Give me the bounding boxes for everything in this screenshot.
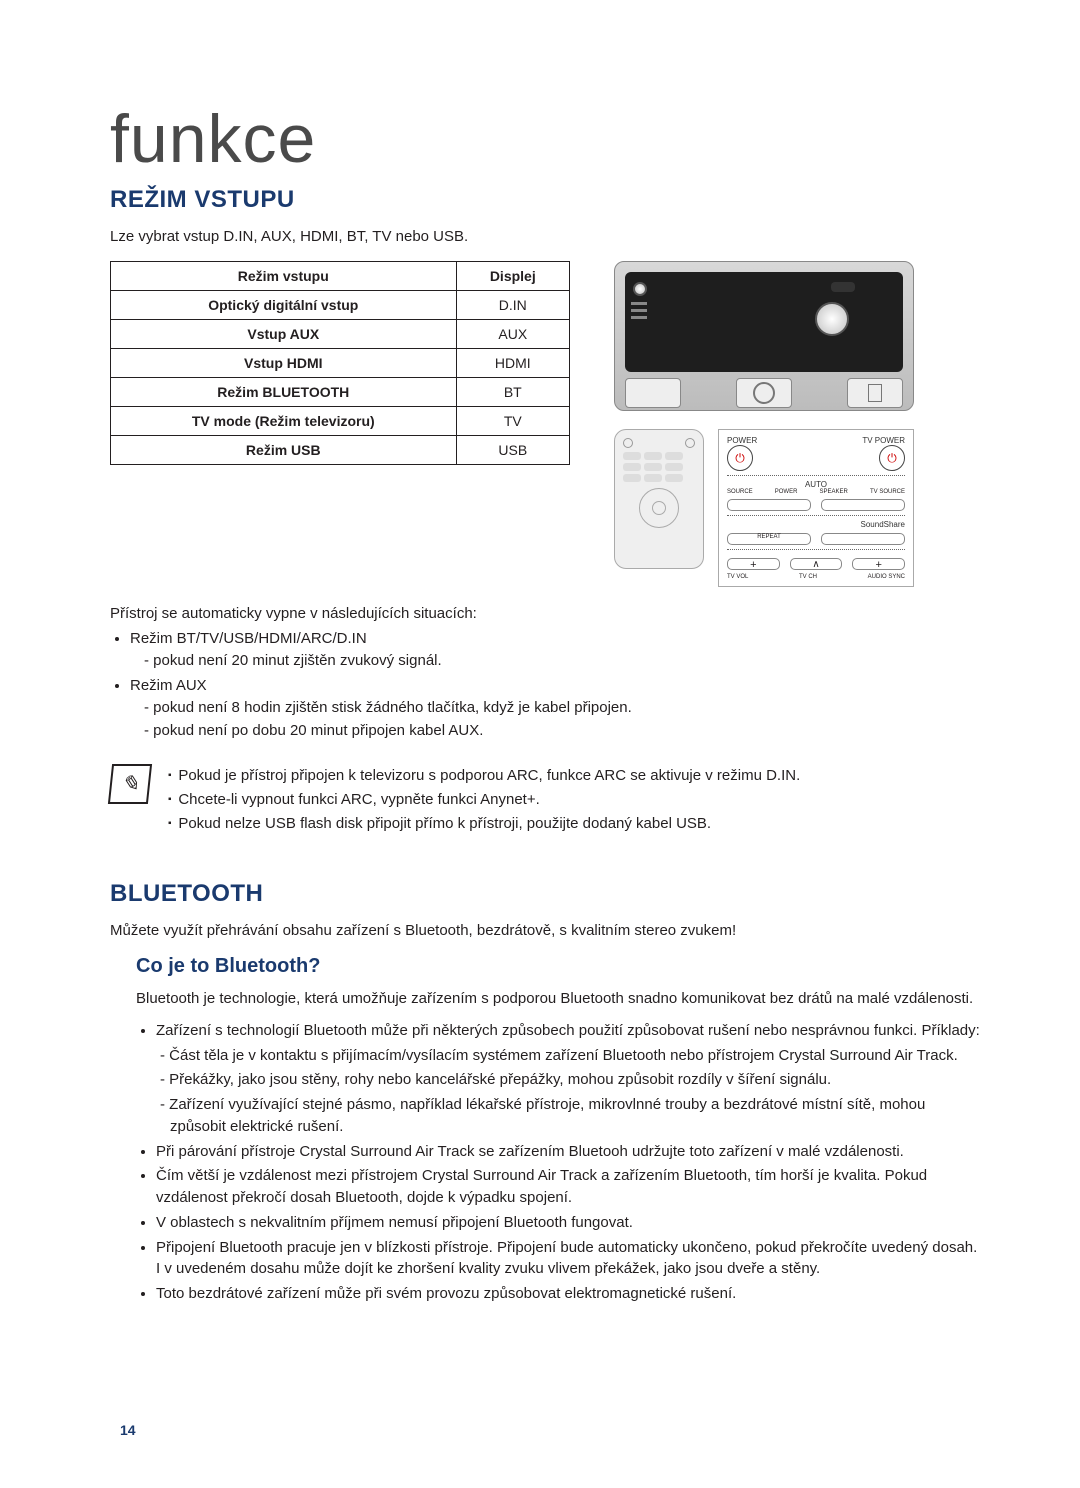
note-item: Chcete-li vypnout funkci ARC, vypněte fu…: [168, 788, 800, 812]
remote-label-soundshare: SoundShare: [727, 520, 905, 529]
list-item: Čím větší je vzdálenost mezi přístrojem …: [156, 1165, 980, 1209]
remote-label-power: POWER: [727, 436, 757, 445]
bluetooth-body: Bluetooth je technologie, která umožňuje…: [110, 988, 980, 1305]
table-cell: D.IN: [456, 291, 569, 320]
remote-label-tvpower: TV POWER: [862, 436, 905, 445]
section-intro: Lze vybrat vstup D.IN, AUX, HDMI, BT, TV…: [110, 228, 980, 245]
device-illustration: [614, 261, 914, 411]
page-title: funkce: [110, 100, 980, 178]
table-row: Režim BLUETOOTHBT: [111, 378, 570, 407]
remote-label: TV VOL: [727, 574, 748, 580]
remote-label: SPEAKER: [820, 489, 848, 495]
power-icon: ⏻: [879, 445, 905, 471]
remote-label: TV SOURCE: [870, 489, 905, 495]
remote-label-auto: AUTO: [727, 480, 905, 489]
list-sub-item: Překážky, jako jsou stěny, rohy nebo kan…: [156, 1069, 980, 1091]
paragraph: Bluetooth je technologie, která umožňuje…: [136, 988, 980, 1010]
remote-label: SOURCE: [727, 489, 753, 495]
bluetooth-intro: Můžete využít přehrávání obsahu zařízení…: [110, 922, 980, 939]
table-header: Displej: [456, 262, 569, 291]
remote-illustration: POWER TV POWER ⏻ ⏻ AUTO SOURCE POWER SPE…: [614, 429, 914, 587]
table-cell: USB: [456, 436, 569, 465]
table-cell: Vstup AUX: [111, 320, 457, 349]
remote-label: AUDIO SYNC: [868, 574, 905, 580]
list-item: Režim AUX - pokud není 8 hodin zjištěn s…: [130, 675, 980, 743]
list-sub-item: Část těla je v kontaktu s přijímacím/vys…: [156, 1045, 980, 1067]
list-sub-item: - pokud není 20 minut zjištěn zvukový si…: [130, 650, 980, 673]
section-heading-bluetooth: BLUETOOTH: [110, 880, 980, 908]
note-list: Pokud je přístroj připojen k televizoru …: [168, 764, 800, 836]
list-item: Při párování přístroje Crystal Surround …: [156, 1141, 980, 1163]
table-cell: Režim USB: [111, 436, 457, 465]
section-heading-input-mode: REŽIM VSTUPU: [110, 186, 980, 214]
table-row: Optický digitální vstupD.IN: [111, 291, 570, 320]
list-item: V oblastech s nekvalitním příjmem nemusí…: [156, 1212, 980, 1234]
table-cell: BT: [456, 378, 569, 407]
table-row: Režim USBUSB: [111, 436, 570, 465]
list-item: Připojení Bluetooth pracuje jen v blízko…: [156, 1237, 980, 1281]
power-icon: ⏻: [727, 445, 753, 471]
list-item: Toto bezdrátové zařízení může při svém p…: [156, 1283, 980, 1305]
table-cell: HDMI: [456, 349, 569, 378]
table-row: Vstup AUXAUX: [111, 320, 570, 349]
table-row: TV mode (Režim televizoru)TV: [111, 407, 570, 436]
remote-label-repeat: REPEAT: [727, 533, 811, 545]
note-item: Pokud je přístroj připojen k televizoru …: [168, 764, 800, 788]
page-number: 14: [120, 1422, 136, 1438]
auto-off-block: Přístroj se automaticky vypne v následuj…: [110, 603, 980, 742]
note-icon: ✎: [108, 764, 152, 804]
table-header: Režim vstupu: [111, 262, 457, 291]
note-item: Pokud nelze USB flash disk připojit přím…: [168, 812, 800, 836]
table-cell: TV mode (Režim televizoru): [111, 407, 457, 436]
table-cell: Vstup HDMI: [111, 349, 457, 378]
table-row: Vstup HDMIHDMI: [111, 349, 570, 378]
table-cell: TV: [456, 407, 569, 436]
list-item: Režim BT/TV/USB/HDMI/ARC/D.IN - pokud ne…: [130, 628, 980, 673]
remote-label: POWER: [775, 489, 798, 495]
remote-label: TV CH: [799, 574, 817, 580]
list-sub-item: Zařízení využívající stejné pásmo, napří…: [156, 1094, 980, 1138]
table-header-row: Režim vstupu Displej: [111, 262, 570, 291]
table-cell: Režim BLUETOOTH: [111, 378, 457, 407]
table-cell: Optický digitální vstup: [111, 291, 457, 320]
auto-off-intro: Přístroj se automaticky vypne v následuj…: [110, 603, 980, 626]
list-item: Zařízení s technologií Bluetooth může př…: [156, 1020, 980, 1138]
input-mode-table: Režim vstupu Displej Optický digitální v…: [110, 261, 570, 465]
list-sub-item: - pokud není po dobu 20 minut připojen k…: [130, 720, 980, 743]
list-sub-item: - pokud není 8 hodin zjištěn stisk žádné…: [130, 697, 980, 720]
sub-heading-bluetooth: Co je to Bluetooth?: [110, 955, 980, 978]
table-cell: AUX: [456, 320, 569, 349]
